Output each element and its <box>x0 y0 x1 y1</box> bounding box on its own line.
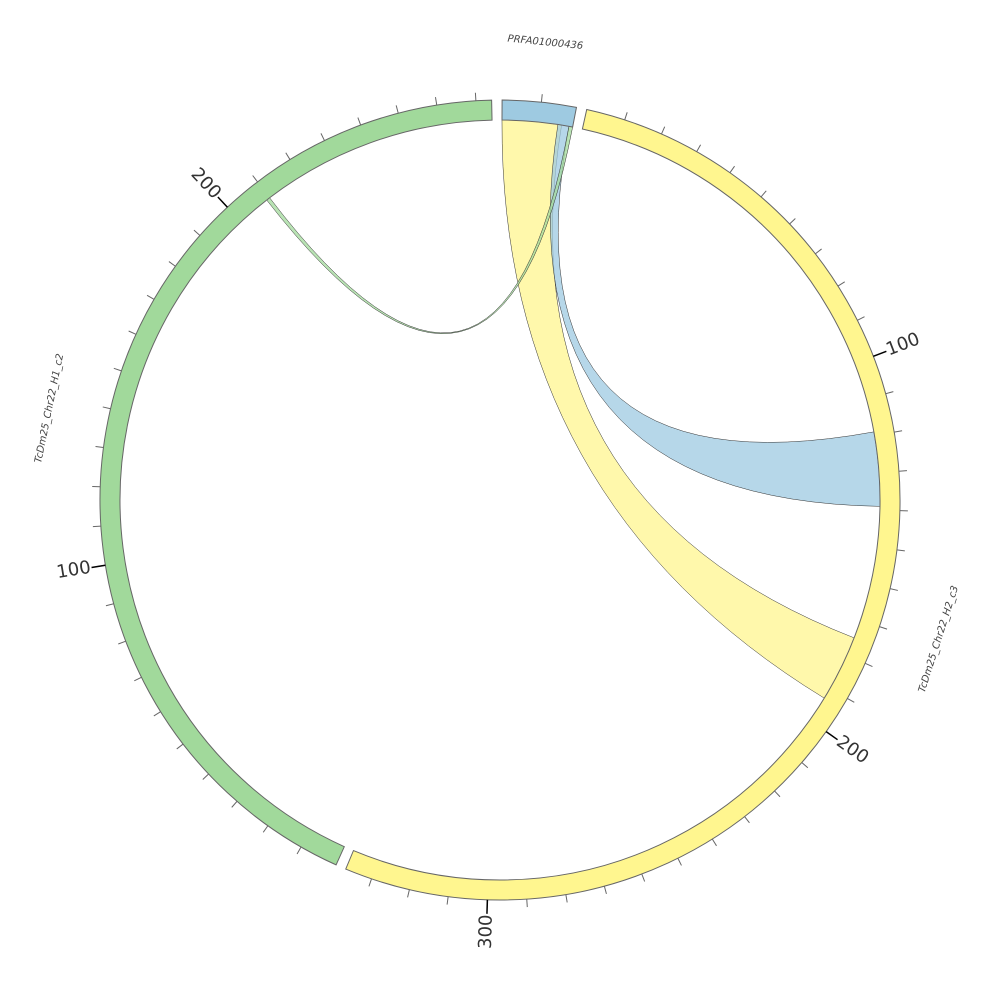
minor-tick <box>857 316 865 321</box>
segment-name: PRFA01000436 <box>507 34 584 52</box>
minor-tick <box>368 878 372 887</box>
minor-tick <box>168 261 176 267</box>
minor-tick <box>320 133 325 141</box>
minor-tick <box>879 626 888 630</box>
minor-tick <box>285 152 291 160</box>
segment <box>345 108 901 901</box>
minor-tick <box>146 294 155 300</box>
minor-tick <box>677 858 682 866</box>
tick-label: 100 <box>883 328 923 360</box>
major-tick <box>217 196 228 208</box>
segment <box>501 99 578 128</box>
major-tick <box>91 564 106 569</box>
minor-tick <box>202 773 209 780</box>
tick-label: 200 <box>832 731 872 768</box>
minor-tick <box>434 97 438 106</box>
minor-tick <box>231 801 238 808</box>
minor-tick <box>801 762 809 769</box>
major-tick <box>873 350 887 358</box>
segment-name: TcDm25_Chr22_H2_c3 <box>917 584 961 694</box>
minor-tick <box>885 391 894 395</box>
minor-tick <box>774 790 781 798</box>
minor-tick <box>128 330 137 335</box>
minor-tick <box>789 218 796 225</box>
minor-tick <box>729 165 735 173</box>
minor-tick <box>896 549 905 552</box>
minor-tick <box>889 588 898 591</box>
minor-tick <box>407 889 410 898</box>
segment <box>99 99 493 866</box>
minor-tick <box>894 430 903 433</box>
minor-tick <box>526 899 528 908</box>
minor-tick <box>262 825 269 833</box>
minor-tick <box>153 711 161 717</box>
minor-tick <box>252 175 258 183</box>
minor-tick <box>565 894 568 903</box>
minor-tick <box>744 816 750 824</box>
minor-tick <box>711 838 717 847</box>
minor-tick <box>603 886 607 895</box>
tick-label: 300 <box>475 914 497 949</box>
minor-tick <box>898 470 907 472</box>
minor-tick <box>395 105 399 114</box>
minor-tick <box>102 406 111 410</box>
minor-tick <box>105 603 114 607</box>
minor-tick <box>357 117 362 126</box>
minor-tick <box>661 126 666 135</box>
minor-tick <box>113 367 122 372</box>
tick-label: 100 <box>55 557 92 583</box>
minor-tick <box>540 94 543 103</box>
minor-tick <box>641 873 646 882</box>
minor-tick <box>446 896 449 905</box>
tick-label: 200 <box>187 164 226 203</box>
minor-tick <box>193 229 201 236</box>
minor-tick <box>296 846 302 855</box>
minor-tick <box>134 676 142 682</box>
minor-tick <box>864 662 873 668</box>
minor-tick <box>92 525 101 528</box>
minor-tick <box>814 248 822 255</box>
minor-tick <box>696 144 702 152</box>
major-tick <box>825 730 838 741</box>
minor-tick <box>95 445 104 448</box>
minor-tick <box>624 112 628 121</box>
minor-tick <box>847 697 855 703</box>
segment-name: TcDm25_Chr22_H1_c2 <box>33 353 66 464</box>
minor-tick <box>176 743 184 750</box>
minor-tick <box>760 190 767 198</box>
minor-tick <box>118 640 126 645</box>
minor-tick <box>837 281 845 287</box>
